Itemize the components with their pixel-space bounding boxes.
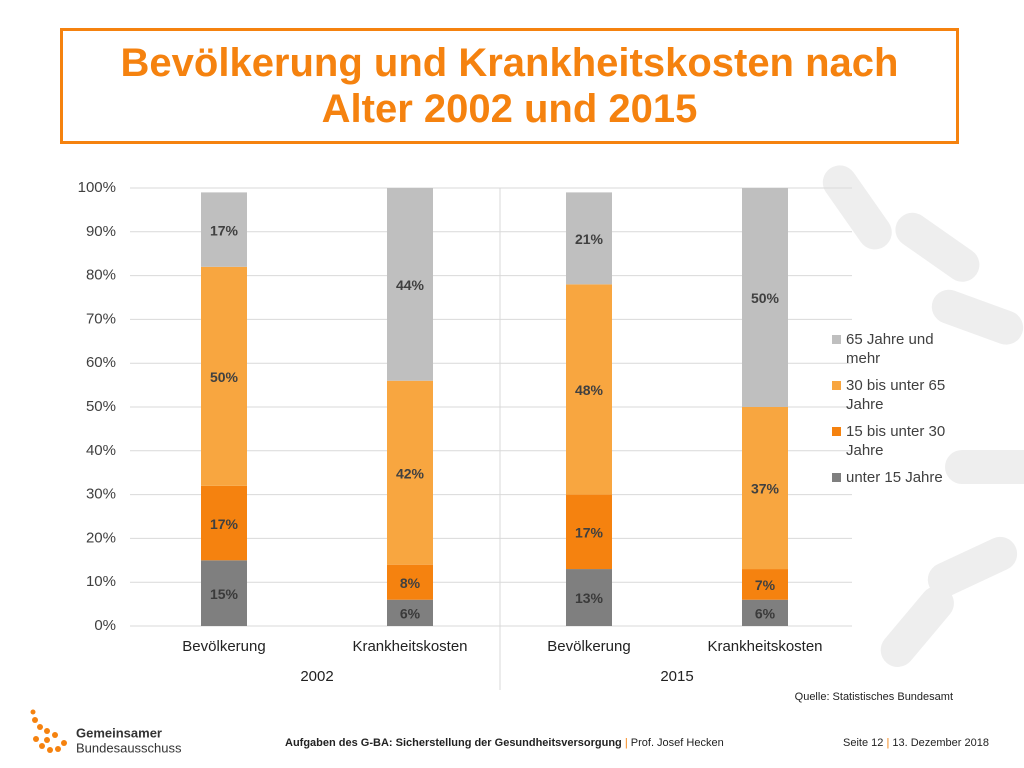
x-tick-label: Bevölkerung [182, 638, 265, 655]
logo-text: Bundesausschuss [76, 740, 182, 755]
bar-segment [566, 192, 612, 285]
value-label: 8% [400, 575, 421, 591]
value-label: 21% [575, 231, 604, 247]
value-label: 50% [751, 290, 780, 306]
value-label: 17% [575, 525, 604, 541]
legend-swatch [832, 427, 841, 436]
footer: Aufgaben des G-BA: Sicherstellung der Ge… [285, 737, 724, 749]
x-tick-label: Krankheitskosten [352, 638, 467, 655]
value-label: 13% [575, 590, 604, 606]
y-tick-label: 100% [78, 179, 116, 196]
value-label: 17% [210, 222, 239, 238]
footer-topic: Aufgaben des G-BA: Sicherstellung der Ge… [285, 737, 622, 749]
legend-entry: unter 15 Jahre [832, 468, 967, 487]
decoration [822, 165, 1024, 667]
y-tick-label: 20% [86, 529, 116, 546]
y-tick-label: 0% [94, 617, 116, 634]
y-tick-label: 70% [86, 310, 116, 327]
value-label: 6% [755, 606, 776, 622]
group-label: 2002 [300, 668, 333, 685]
separator: | [624, 737, 628, 749]
y-tick-label: 10% [86, 573, 116, 590]
chart-title: Bevölkerung und Krankheitskosten nach Al… [120, 41, 899, 131]
group-label: 2015 [660, 668, 693, 685]
legend-label: 65 Jahre und mehr [846, 331, 934, 367]
legend-label: unter 15 Jahre [846, 469, 943, 486]
logo-mark [30, 709, 67, 753]
y-tick-label: 40% [86, 442, 116, 459]
y-tick-label: 90% [86, 223, 116, 240]
y-tick-label: 50% [86, 398, 116, 415]
legend-entry: 65 Jahre und mehr [832, 330, 967, 368]
logo-text: Gemeinsamer [76, 725, 162, 740]
bar-segment [201, 192, 247, 267]
value-label: 48% [575, 382, 604, 398]
source: Quelle: Statistisches Bundesamt [795, 691, 953, 703]
value-label: 37% [751, 481, 780, 497]
title-box: Bevölkerung und Krankheitskosten nach Al… [60, 28, 959, 144]
y-tick-label: 80% [86, 267, 116, 284]
bar-segment [566, 494, 612, 570]
bar-segment [387, 380, 433, 565]
value-label: 42% [396, 465, 425, 481]
legend-entry: 15 bis unter 30 Jahre [832, 422, 967, 460]
bar-segment [566, 284, 612, 495]
bar-segment [387, 188, 433, 381]
separator: | [886, 737, 890, 749]
page-number: Seite 12 [843, 737, 884, 749]
bar-segment [742, 599, 788, 626]
bar-segment [742, 407, 788, 570]
bar-segment [387, 599, 433, 626]
date: 13. Dezember 2018 [892, 737, 989, 749]
bar-segment [566, 569, 612, 626]
bar-segment [201, 560, 247, 626]
bar-segment [201, 266, 247, 486]
legend-label: 15 bis unter 30 Jahre [846, 423, 946, 459]
footer: Seite 12 | 13. Dezember 2018 [843, 737, 989, 749]
value-label: 15% [210, 586, 239, 602]
y-tick-label: 30% [86, 486, 116, 503]
footer-author: Prof. Josef Hecken [630, 737, 724, 749]
legend-swatch [832, 473, 841, 482]
x-tick-label: Krankheitskosten [707, 638, 822, 655]
value-label: 7% [755, 577, 776, 593]
value-label: 44% [396, 277, 425, 293]
legend: 65 Jahre und mehr 30 bis unter 65 Jahre 15… [832, 330, 967, 495]
legend-swatch [832, 335, 841, 344]
legend-label: 30 bis unter 65 Jahre [846, 377, 946, 413]
bar-segment [742, 569, 788, 600]
legend-swatch [832, 381, 841, 390]
value-label: 50% [210, 369, 239, 385]
bar-segment [201, 485, 247, 561]
value-label: 6% [400, 606, 421, 622]
bar-segment [387, 564, 433, 600]
legend-entry: 30 bis unter 65 Jahre [832, 376, 967, 414]
value-label: 17% [210, 516, 239, 532]
bar-segment [742, 188, 788, 407]
y-tick-label: 60% [86, 354, 116, 371]
x-tick-label: Bevölkerung [547, 638, 630, 655]
